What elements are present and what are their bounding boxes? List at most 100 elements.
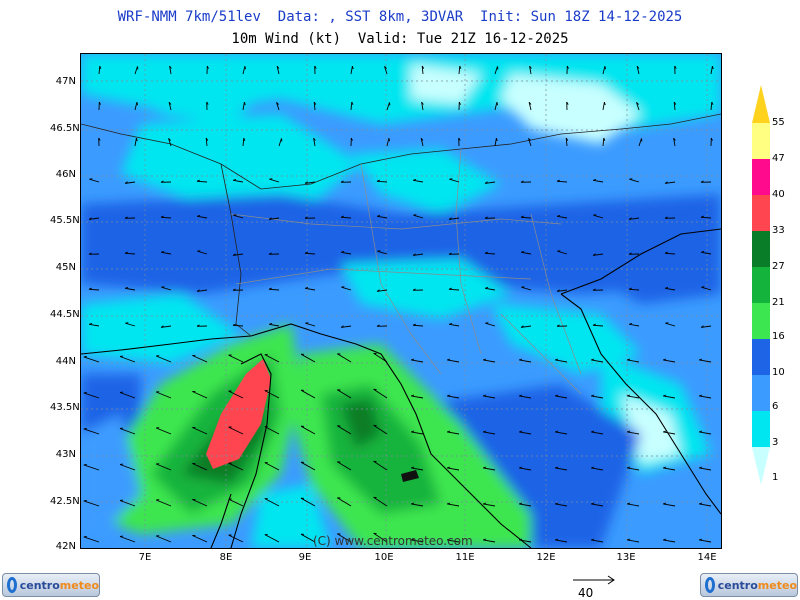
- wind-vector-arrow: [411, 467, 424, 471]
- wind-vector-arrowhead: [197, 214, 201, 217]
- wind-vector-arrow: [300, 461, 316, 471]
- wind-vector-arrow: [699, 395, 712, 399]
- wind-vector-arrow: [485, 322, 496, 327]
- colorbar-swatch: [752, 375, 770, 411]
- wind-vector-arrow: [602, 66, 606, 75]
- wind-vector-arrowhead: [699, 466, 703, 469]
- wind-vector-arrowhead: [89, 322, 93, 325]
- wind-vector-arrowhead: [313, 137, 316, 141]
- wind-vector-arrowhead: [496, 102, 499, 106]
- wind-vector-arrow: [421, 65, 424, 75]
- wind-vector-arrow: [232, 324, 244, 327]
- wind-vector-arrow: [557, 289, 568, 292]
- wind-vector-arrow: [98, 65, 101, 75]
- wind-vector-arrowhead: [233, 178, 237, 181]
- lat-label: 45.5N: [50, 215, 80, 226]
- centrometeo-logo-right[interactable]: centrometeo: [700, 573, 798, 597]
- lat-label: 46.5N: [50, 123, 80, 134]
- wind-vector-arrowhead: [664, 216, 668, 219]
- wind-vector-arrow: [156, 427, 172, 435]
- wind-vector-arrow: [233, 214, 244, 219]
- wind-vector-arrowhead: [529, 65, 532, 69]
- wind-vector-arrow: [413, 253, 424, 256]
- wind-vector-arrowhead: [88, 252, 92, 255]
- wind-vector-arrowhead: [528, 138, 531, 141]
- wind-vector-arrowhead: [555, 394, 559, 397]
- wind-vector-arrowhead: [627, 466, 631, 469]
- wind-vector-arrowhead: [314, 65, 317, 69]
- wind-vector-arrowhead: [412, 288, 416, 291]
- wind-vector-arrowhead: [665, 286, 669, 289]
- colorbar-label: 27: [772, 261, 785, 272]
- wind-vector-arrowhead: [125, 286, 129, 289]
- wind-vector-arrow: [278, 138, 282, 147]
- wind-vector-arrowhead: [636, 102, 639, 105]
- logo-text: centro: [19, 578, 60, 592]
- wind-vector-arrowhead: [700, 215, 704, 218]
- lon-label: 14E: [697, 552, 717, 563]
- wind-vector-arrow: [458, 65, 461, 75]
- colorbar-label: 1: [772, 472, 779, 483]
- wind-vector-arrowhead: [700, 325, 704, 328]
- wind-vector-arrowhead: [124, 216, 128, 219]
- wind-vector-arrow: [156, 463, 172, 471]
- wind-vector-arrowhead: [483, 502, 487, 505]
- wind-vector-arrow: [350, 101, 353, 111]
- wind-vector-arrowhead: [591, 430, 595, 433]
- wind-vector-arrow: [627, 503, 640, 507]
- wind-vector-arrowhead: [243, 137, 246, 141]
- wind-vector-arrow: [192, 391, 208, 399]
- wind-vector-arrow: [341, 325, 352, 328]
- wind-vector-arrowhead: [447, 466, 451, 469]
- wind-vector-arrowhead: [591, 394, 595, 397]
- wind-vector-arrow: [233, 179, 244, 183]
- wind-vector-arrowhead: [483, 538, 487, 541]
- wind-vector-arrow: [411, 395, 424, 399]
- wind-vector-arrow: [710, 66, 713, 75]
- wind-vector-arrowhead: [519, 430, 523, 433]
- wind-vector-arrow: [483, 359, 496, 363]
- wind-vector-arrow: [156, 535, 172, 543]
- lat-label: 42.5N: [50, 496, 80, 507]
- wind-vector-arrow: [373, 496, 388, 507]
- wind-vector-arrowhead: [519, 394, 523, 397]
- wind-vector-arrowhead: [521, 250, 525, 253]
- wind-vector-arrow: [411, 503, 424, 507]
- wind-vector-arrowhead: [448, 252, 452, 255]
- wind-vector-arrowhead: [636, 65, 640, 69]
- wind-vector-arrowhead: [700, 180, 704, 183]
- wind-vector-arrowhead: [449, 178, 453, 180]
- wind-vector-arrow: [494, 138, 497, 147]
- wind-vector-arrow: [192, 355, 208, 363]
- wind-vector-arrow: [663, 539, 676, 543]
- wind-vector-arrow: [83, 464, 100, 471]
- wind-vector-arrowhead: [484, 181, 488, 184]
- wind-vector-arrow: [300, 497, 316, 507]
- lon-label: 7E: [138, 552, 152, 563]
- wind-vector-arrow: [304, 252, 316, 255]
- wind-vector-arrowhead: [628, 287, 632, 290]
- wind-vector-arrowhead: [304, 181, 308, 184]
- wind-vector-arrow: [628, 288, 640, 291]
- colorbar-label: 10: [772, 367, 785, 378]
- centrometeo-logo-left[interactable]: centrometeo: [2, 573, 100, 597]
- lat-label: 44.5N: [50, 309, 80, 320]
- wind-vector-arrowhead: [458, 101, 461, 105]
- wind-vector-arrow: [168, 138, 172, 147]
- wind-vector-arrow: [529, 66, 532, 75]
- wind-vector-arrow: [119, 356, 136, 363]
- wind-vector-arrow: [168, 102, 172, 111]
- wind-vector-arrow: [134, 138, 137, 147]
- wind-vector-arrow: [384, 66, 388, 75]
- wind-vector-arrow: [664, 252, 676, 255]
- wind-vector-arrowhead: [340, 215, 344, 218]
- wind-vector-arrowhead: [699, 430, 703, 433]
- wind-vector-arrowhead: [305, 322, 309, 324]
- wind-vector-arrowhead: [520, 180, 524, 183]
- wind-vector-arrow: [161, 325, 172, 328]
- header-title-field: 10m Wind (kt) Valid: Tue 21Z 16-12-2025: [231, 31, 569, 47]
- wind-vector-arrow: [494, 66, 498, 75]
- wind-vector-arrow: [555, 395, 568, 399]
- wind-vector-arrowhead: [411, 538, 415, 541]
- wind-vector-arrow: [350, 66, 353, 75]
